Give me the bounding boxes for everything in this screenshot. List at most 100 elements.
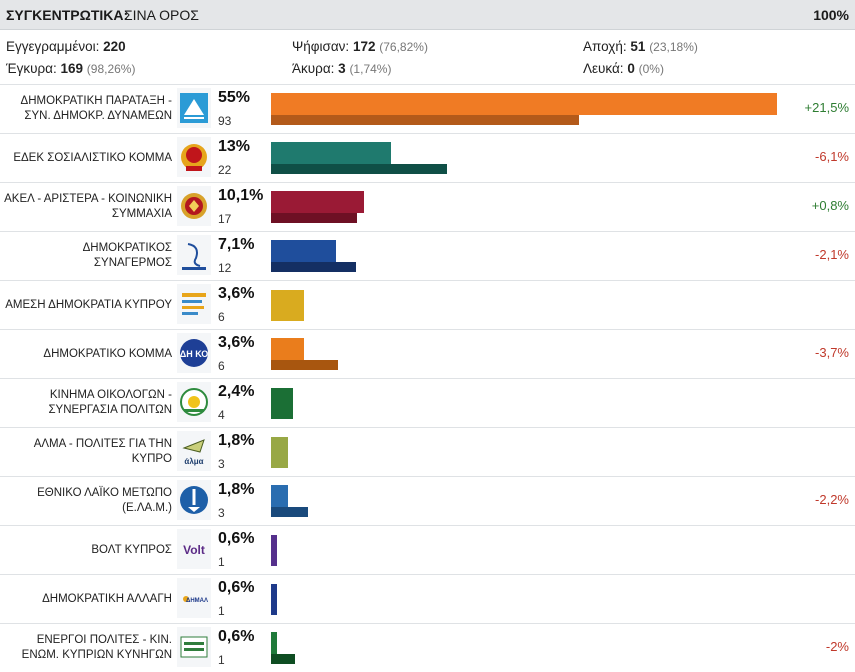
current-result-bar (271, 290, 304, 321)
vote-change: -2,2% (815, 492, 849, 507)
vote-count: 4 (218, 408, 225, 422)
vote-change: -2,1% (815, 247, 849, 262)
previous-result-bar (271, 115, 579, 125)
svg-text:ΔΗΜΑΛ: ΔΗΜΑΛ (186, 598, 208, 604)
elam-logo (177, 480, 211, 520)
vote-percentage: 3,6% (218, 285, 255, 302)
vote-count: 6 (218, 310, 225, 324)
vote-count: 1 (218, 555, 225, 569)
party-name: ΑΛΜΑ - ΠΟΛΙΤΕΣ ΓΙΑ ΤΗΝ ΚΥΠΡΟ (33, 438, 172, 465)
svg-text:άλμα: άλμα (184, 457, 203, 466)
vote-percentage: 3,6% (218, 334, 255, 351)
current-result-bar (271, 485, 288, 507)
vote-percentage: 7,1% (218, 236, 255, 253)
vote-count: 1 (218, 653, 225, 667)
edek-logo (177, 137, 211, 177)
stat-voted: Ψήφισαν: 172 (76,82%) (292, 39, 428, 54)
volt-logo: Volt (177, 529, 211, 569)
stat-invalid: Άκυρα: 3 (1,74%) (292, 61, 392, 76)
party-name: ΔΗΜΟΚΡΑΤΙΚΟΣ ΣΥΝΑΓΕΡΜΟΣ (82, 242, 172, 269)
vote-count: 1 (218, 604, 225, 618)
vote-change: +0,8% (811, 198, 849, 213)
hunters-logo (177, 627, 211, 667)
current-result-bar (271, 338, 304, 360)
alma-logo: άλμα (177, 431, 211, 471)
vote-percentage: 1,8% (218, 481, 255, 498)
party-row: ΕΔΕΚ ΣΟΣΙΑΛΙΣΤΙΚΟ ΚΟΜΜΑ 13% 22 -6,1% (0, 133, 855, 182)
current-result-bar (271, 142, 391, 164)
header-title: ΣΥΓΚΕΝΤΡΩΤΙΚΑ: (6, 7, 129, 23)
current-result-bar (271, 535, 277, 566)
vote-count: 93 (218, 114, 232, 128)
party-name: ΔΗΜΟΚΡΑΤΙΚΗ ΠΑΡΑΤΑΞΗ - ΣΥΝ. ΔΗΜΟΚΡ. ΔΥΝΑ… (20, 95, 172, 122)
party-row: ΔΗΜΟΚΡΑΤΙΚΟΣ ΣΥΝΑΓΕΡΜΟΣ 7,1% 12 -2,1% (0, 231, 855, 280)
current-result-bar (271, 584, 277, 615)
previous-result-bar (271, 507, 308, 517)
vote-count: 3 (218, 506, 225, 520)
party-name: ΚΙΝΗΜΑ ΟΙΚΟΛΟΓΩΝ - ΣΥΝΕΡΓΑΣΙΑ ΠΟΛΙΤΩΝ (48, 389, 172, 416)
header-counted-percent: 100% (813, 7, 849, 23)
vote-change: +21,5% (804, 100, 849, 115)
vote-percentage: 0,6% (218, 628, 255, 645)
party-name: ΑΜΕΣΗ ΔΗΜΟΚΡΑΤΙΑ ΚΥΠΡΟΥ (5, 298, 172, 311)
header-location: ΣΙΝΑ ΟΡΟΣ (124, 7, 199, 23)
vote-count: 22 (218, 163, 232, 177)
stat-abstention: Αποχή: 51 (23,18%) (583, 39, 698, 54)
previous-result-bar (271, 262, 356, 272)
party-name: ΕΔΕΚ ΣΟΣΙΑΛΙΣΤΙΚΟ ΚΟΜΜΑ (13, 151, 172, 164)
party-row: ΑΜΕΣΗ ΔΗΜΟΚΡΑΤΙΑ ΚΥΠΡΟΥ 3,6% 6 (0, 280, 855, 329)
current-result-bar (271, 632, 277, 654)
akel-logo (177, 186, 211, 226)
party-row: ΑΚΕΛ - ΑΡΙΣΤΕΡΑ - ΚΟΙΝΩΝΙΚΗ ΣΥΜΜΑΧΙΑ 10,1… (0, 182, 855, 231)
party-name: ΔΗΜΟΚΡΑΤΙΚΗ ΑΛΛΑΓΗ (42, 592, 172, 605)
svg-text:Volt: Volt (183, 543, 205, 557)
previous-result-bar (271, 360, 338, 370)
current-result-bar (271, 437, 288, 468)
vote-percentage: 10,1% (218, 187, 264, 204)
party-row: ΔΗΜΟΚΡΑΤΙΚΗ ΑΛΛΑΓΗ ΔΗΜΑΛ 0,6% 1 (0, 574, 855, 623)
current-result-bar (271, 240, 336, 262)
stat-blank: Λευκά: 0 (0%) (583, 61, 664, 76)
stat-registered: Εγγεγραμμένοι: 220 (6, 39, 126, 54)
vote-count: 17 (218, 212, 232, 226)
vote-percentage: 1,8% (218, 432, 255, 449)
party-name: ΕΘΝΙΚΟ ΛΑΪΚΟ ΜΕΤΩΠΟ (Ε.ΛΑ.Μ.) (37, 487, 172, 514)
dipa-logo (177, 88, 211, 128)
current-result-bar (271, 388, 293, 419)
party-row: ΑΛΜΑ - ΠΟΛΙΤΕΣ ΓΙΑ ΤΗΝ ΚΥΠΡΟ άλμα 1,8% 3 (0, 427, 855, 476)
vote-change: -6,1% (815, 149, 849, 164)
party-row: ΕΘΝΙΚΟ ΛΑΪΚΟ ΜΕΤΩΠΟ (Ε.ΛΑ.Μ.) 1,8% 3 -2,2% (0, 476, 855, 525)
ecologists-logo (177, 382, 211, 422)
direct-democracy-logo (177, 284, 211, 324)
party-row: ΚΙΝΗΜΑ ΟΙΚΟΛΟΓΩΝ - ΣΥΝΕΡΓΑΣΙΑ ΠΟΛΙΤΩΝ 2,4… (0, 378, 855, 427)
previous-result-bar (271, 164, 447, 174)
vote-count: 12 (218, 261, 232, 275)
results-header: ΣΥΓΚΕΝΤΡΩΤΙΚΑ: ΣΙΝΑ ΟΡΟΣ 100% (0, 0, 855, 30)
vote-count: 6 (218, 359, 225, 373)
disy-logo (177, 235, 211, 275)
party-name: ΒΟΛΤ ΚΥΠΡΟΣ (91, 543, 172, 556)
party-row: ΕΝΕΡΓΟΙ ΠΟΛΙΤΕΣ - ΚΙΝ. ΕΝΩΜ. ΚΥΠΡΙΩΝ ΚΥΝ… (0, 623, 855, 672)
turnout-stats: Εγγεγραμμένοι: 220 Ψήφισαν: 172 (76,82%)… (0, 30, 855, 84)
current-result-bar (271, 93, 777, 115)
stat-valid: Έγκυρα: 169 (98,26%) (6, 61, 136, 76)
vote-change: -3,7% (815, 345, 849, 360)
previous-result-bar (271, 213, 357, 223)
diko-logo: ΔΗ ΚΟ (177, 333, 211, 373)
vote-percentage: 13% (218, 138, 251, 155)
vote-percentage: 0,6% (218, 530, 255, 547)
previous-result-bar (271, 654, 295, 664)
svg-text:ΔΗ ΚΟ: ΔΗ ΚΟ (180, 349, 209, 359)
vote-percentage: 0,6% (218, 579, 255, 596)
current-result-bar (271, 191, 364, 213)
party-row: ΔΗΜΟΚΡΑΤΙΚΟ ΚΟΜΜΑ ΔΗ ΚΟ 3,6% 6 -3,7% (0, 329, 855, 378)
vote-percentage: 2,4% (218, 383, 255, 400)
vote-percentage: 55% (218, 89, 251, 106)
party-row: ΒΟΛΤ ΚΥΠΡΟΣ Volt 0,6% 1 (0, 525, 855, 574)
vote-count: 3 (218, 457, 225, 471)
party-name: ΕΝΕΡΓΟΙ ΠΟΛΙΤΕΣ - ΚΙΝ. ΕΝΩΜ. ΚΥΠΡΙΩΝ ΚΥΝ… (21, 634, 172, 661)
vote-change: -2% (825, 639, 849, 654)
party-name: ΑΚΕΛ - ΑΡΙΣΤΕΡΑ - ΚΟΙΝΩΝΙΚΗ ΣΥΜΜΑΧΙΑ (4, 193, 172, 220)
dimal-logo: ΔΗΜΑΛ (177, 578, 211, 618)
party-name: ΔΗΜΟΚΡΑΤΙΚΟ ΚΟΜΜΑ (43, 347, 172, 360)
